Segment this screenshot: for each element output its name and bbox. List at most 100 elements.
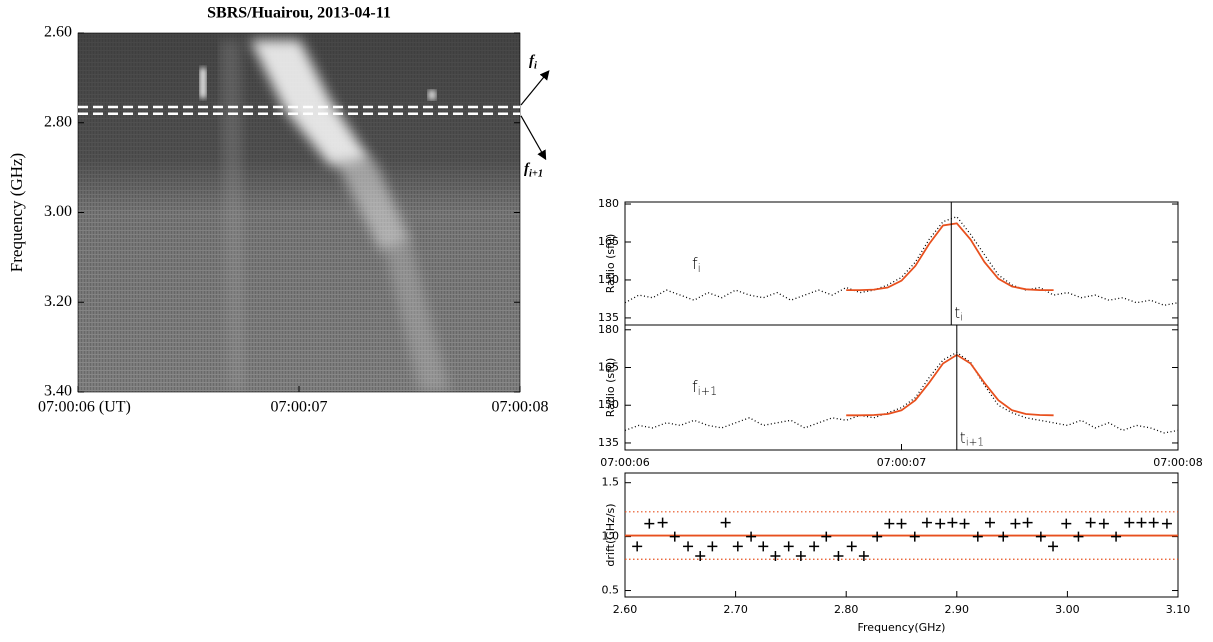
freq-label: fi [692,254,701,275]
x-tick-label: 07:00:08 [492,399,549,416]
series-line [624,215,1179,306]
y-tick-label: 0.5 [602,584,620,597]
data-point [1124,517,1135,528]
freq-label-sub: i+1 [529,169,543,180]
data-point [947,517,958,528]
time-label-main: t [960,429,966,447]
data-point [783,541,794,552]
freq-label-main: f [692,377,698,396]
y-axis-label: Frequency (GHz) [7,153,26,272]
x-tick-label: 07:00:06 [600,456,649,469]
chart-line: 135 150 165 180 Radio (sfu) [598,197,1179,326]
y-tick-label: 135 [598,311,619,324]
x-tick-label: 07:00:07 [877,456,926,469]
x-tick-label: 2.90 [945,603,970,616]
y-tick-label: 2.80 [44,113,72,130]
freq-label: fi+1 [524,161,543,179]
y-tick-label: 3.00 [44,203,72,220]
data-point [921,517,932,528]
freq-label: fi [529,53,537,71]
y-tick-label: 1.5 [602,476,620,489]
data-point [720,517,731,528]
data-point [632,541,643,552]
data-point [683,541,694,552]
time-label-sub: i+1 [966,437,984,449]
data-point [1035,531,1046,542]
time-label-sub: i [960,312,963,324]
y-axis-label: Radio (sfu) [604,358,617,418]
data-point [896,518,907,529]
y-tick-label: 150 [598,273,619,286]
data-point [707,541,718,552]
freq-label-main: f [524,161,531,177]
data-point [998,531,1009,542]
data-point [959,518,970,529]
chart-scatter: 0.5 1.0 1.5 2.60 2.70 2.80 2.90 3.00 3.10 drift(G… [602,472,1191,634]
x-tick-label: 07:00:07 [271,399,328,416]
series-line [846,222,1054,291]
freq-label: fi+1 [692,377,717,398]
data-point [1098,518,1109,529]
x-tick-label: 2.80 [834,603,859,616]
data-point [833,551,844,562]
data-point [732,541,743,552]
data-point [746,531,757,542]
arrow [520,70,550,106]
data-point [1010,518,1021,529]
y-tick-label: 180 [598,323,619,336]
data-point [1111,531,1122,542]
series-line [624,351,1179,434]
y-tick-label: 180 [598,197,619,210]
time-label-main: t [954,304,960,322]
time-label: ti+1 [960,429,984,449]
data-point [1085,517,1096,528]
y-tick-label: 3.20 [44,293,72,310]
x-tick-label: 07:00:06 (UT) [38,399,131,416]
freq-label-main: f [692,254,698,273]
data-point [669,531,680,542]
data-point [809,541,820,552]
x-tick-label: 3.10 [1166,603,1191,616]
spectrogram-image [78,33,520,392]
data-point [972,531,983,542]
series-line [846,353,1054,417]
data-point [1136,517,1147,528]
freq-label-sub: i+1 [698,385,718,398]
y-tick-label: 165 [598,235,619,248]
freq-label-main: f [529,53,536,69]
x-tick-label: 3.00 [1055,603,1080,616]
y-tick-label: 150 [598,398,619,411]
data-point [1061,518,1072,529]
data-point [872,531,883,542]
arrow [520,115,547,161]
data-point [644,518,655,529]
chart-line: 135 150 165 180 07:00:06 07:00:07 07:00:08 Radi… [598,323,1203,469]
data-point [795,551,806,562]
y-tick-label: 3.40 [44,383,72,400]
y-tick-label: 1.0 [602,530,620,543]
time-label: ti [954,304,963,324]
data-point [770,551,781,562]
data-point [846,541,857,552]
data-point [1022,517,1033,528]
data-point [909,531,920,542]
y-tick-label: 135 [598,436,619,449]
x-tick-label: 07:00:08 [1153,456,1202,469]
data-point [935,518,946,529]
data-point [758,541,769,552]
data-point [821,531,832,542]
x-tick-label: 2.70 [723,603,748,616]
data-point [1161,518,1172,529]
data-point [657,517,668,528]
data-point [858,551,869,562]
y-tick-label: 2.60 [44,24,72,41]
freq-label-sub: i [698,262,701,275]
freq-label-sub: i [534,61,537,72]
x-tick-label: 2.60 [613,603,638,616]
data-point [1073,531,1084,542]
y-tick-label: 165 [598,361,619,374]
y-axis-label: Radio (sfu) [604,234,617,294]
x-axis-label: Frequency(GHz) [858,621,946,634]
